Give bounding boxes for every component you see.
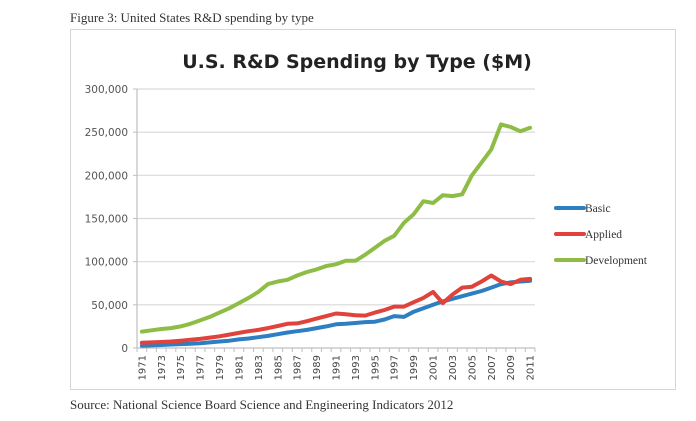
x-tick-label: 1973 (157, 355, 168, 380)
x-tick-label: 1977 (196, 355, 207, 380)
x-axis: 1971 1973 1975 1977 1979 1981 1983 1985 1987 1989… (136, 347, 537, 380)
y-tick-label: 200,000 (85, 170, 128, 182)
legend-label-basic: Basic (585, 203, 611, 215)
gridlines (137, 88, 535, 306)
source-note: Source: National Science Board Science a… (70, 397, 454, 412)
chart-title: U.S. R&D Spending by Type ($M) (182, 51, 532, 73)
x-tick-label: 1975 (176, 355, 187, 380)
series-line-development (139, 122, 533, 334)
x-tick-label: 1993 (351, 355, 362, 380)
x-tick-label: 2003 (448, 355, 459, 380)
y-axis: 0 50,000 100,000 150,000 200,000 250,000 300,0… (85, 84, 138, 355)
legend: Basic Applied Development (554, 203, 648, 267)
x-tick-label: 2011 (526, 355, 537, 380)
x-tick-label: 1979 (215, 355, 226, 380)
x-tick-label: 1987 (293, 355, 304, 380)
x-tick-label: 1991 (332, 355, 343, 380)
x-tick-label: 2009 (506, 355, 517, 380)
y-tick-label: 250,000 (85, 127, 128, 139)
legend-label-development: Development (585, 255, 648, 267)
figure-caption: Figure 3: United States R&D spending by … (70, 10, 314, 25)
x-tick-label: 1983 (254, 355, 265, 380)
series-lines (139, 122, 533, 348)
y-tick-label: 150,000 (85, 214, 128, 226)
series-line-applied (139, 273, 533, 345)
x-tick-label: 1999 (409, 355, 420, 380)
y-tick-label: 300,000 (85, 84, 128, 96)
y-tick-label: 100,000 (85, 257, 128, 269)
x-tick-label: 2005 (467, 355, 478, 380)
y-tick-label: 0 (121, 343, 128, 355)
series-line-basic (139, 278, 533, 348)
x-tick-label: 1995 (370, 355, 381, 380)
x-tick-label: 2007 (487, 355, 498, 380)
x-tick-label: 1985 (273, 355, 284, 380)
y-tick-label: 50,000 (91, 300, 128, 312)
legend-label-applied: Applied (585, 229, 622, 241)
x-tick-label: 1981 (234, 355, 245, 380)
x-tick-label: 1989 (312, 355, 323, 380)
x-tick-label: 1971 (137, 355, 148, 380)
x-tick-label: 1997 (390, 355, 401, 380)
x-tick-label: 2001 (429, 355, 440, 380)
